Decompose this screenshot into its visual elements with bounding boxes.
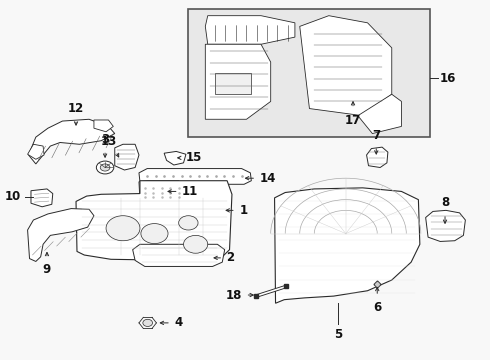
- Bar: [188, 9, 431, 137]
- Polygon shape: [164, 152, 186, 165]
- Polygon shape: [28, 119, 115, 164]
- Polygon shape: [27, 208, 94, 261]
- Polygon shape: [205, 16, 295, 44]
- Circle shape: [143, 319, 152, 327]
- Polygon shape: [426, 210, 466, 242]
- Text: 9: 9: [43, 263, 51, 276]
- Text: 3: 3: [101, 133, 109, 146]
- Text: 5: 5: [334, 328, 343, 341]
- Polygon shape: [274, 188, 420, 303]
- Polygon shape: [367, 147, 388, 167]
- Polygon shape: [358, 94, 401, 134]
- Text: 8: 8: [441, 196, 449, 209]
- Polygon shape: [133, 244, 225, 266]
- Polygon shape: [76, 181, 232, 260]
- Text: 2: 2: [226, 251, 234, 264]
- Polygon shape: [31, 189, 53, 207]
- Circle shape: [97, 161, 114, 174]
- Polygon shape: [115, 144, 139, 170]
- Text: 15: 15: [186, 151, 202, 165]
- Text: 10: 10: [5, 190, 21, 203]
- Text: 18: 18: [225, 288, 242, 302]
- Text: 14: 14: [260, 172, 276, 185]
- Polygon shape: [94, 120, 113, 132]
- Polygon shape: [153, 186, 172, 196]
- Text: 13: 13: [100, 135, 117, 148]
- Text: 16: 16: [440, 72, 457, 85]
- Polygon shape: [27, 144, 44, 159]
- Circle shape: [106, 216, 140, 241]
- Polygon shape: [300, 16, 392, 116]
- Polygon shape: [215, 73, 251, 94]
- Circle shape: [179, 216, 198, 230]
- Polygon shape: [205, 44, 270, 119]
- Polygon shape: [139, 181, 184, 202]
- Text: 1: 1: [239, 204, 247, 217]
- Text: 17: 17: [345, 114, 361, 127]
- Circle shape: [141, 224, 168, 244]
- Circle shape: [100, 164, 110, 171]
- Text: 11: 11: [182, 185, 198, 198]
- Polygon shape: [139, 168, 251, 184]
- Text: 4: 4: [174, 316, 183, 329]
- Circle shape: [184, 235, 208, 253]
- Text: 12: 12: [68, 102, 84, 115]
- Text: 7: 7: [372, 129, 380, 142]
- Text: 6: 6: [373, 301, 381, 314]
